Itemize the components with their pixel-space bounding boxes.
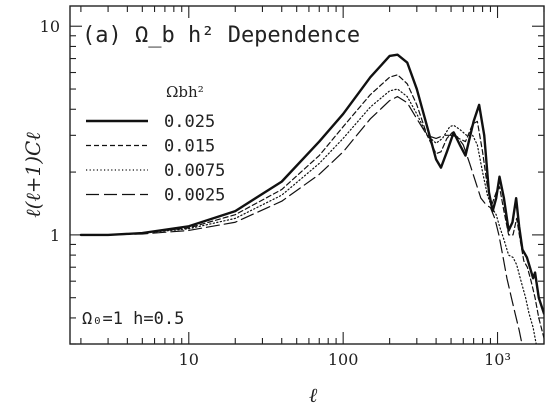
x-axis-ticks [80, 6, 545, 344]
x-axis-title: ℓ [309, 383, 318, 407]
y-axis-tick-labels: 1 10 [40, 17, 60, 245]
chart-title: (a) Ω_b h² Dependence [82, 23, 360, 48]
series-line-0.0025 [80, 95, 523, 344]
y-axis-title: ℓ(ℓ+1)Cℓ [21, 132, 45, 218]
series-line-0.025 [79, 53, 544, 315]
series-line-0.0075 [80, 88, 537, 344]
y-axis-ticks [70, 25, 544, 345]
x-tick-label: 100 [328, 350, 359, 369]
legend-label: 0.025 [164, 112, 215, 132]
y-tick-label: 1 [50, 226, 60, 245]
legend-label: 0.0025 [164, 186, 225, 206]
legend-title: Ωbh² [166, 83, 204, 101]
series-lines [79, 53, 544, 344]
series-line-0.015 [80, 74, 544, 339]
x-tick-label: 10³ [484, 350, 511, 369]
plot-frame [69, 5, 545, 345]
parameter-annotation: Ω₀=1 h=0.5 [82, 309, 184, 329]
legend-label: 0.015 [164, 137, 215, 157]
legend: Ωbh² 0.025 0.015 0.0075 0.0025 [86, 83, 225, 206]
x-axis-tick-labels: 10 100 10³ [179, 350, 511, 369]
x-tick-label: 10 [179, 350, 199, 369]
legend-label: 0.0075 [164, 161, 225, 181]
legend-items: 0.025 0.015 0.0075 0.0025 [86, 112, 225, 206]
y-tick-label: 10 [40, 17, 60, 36]
